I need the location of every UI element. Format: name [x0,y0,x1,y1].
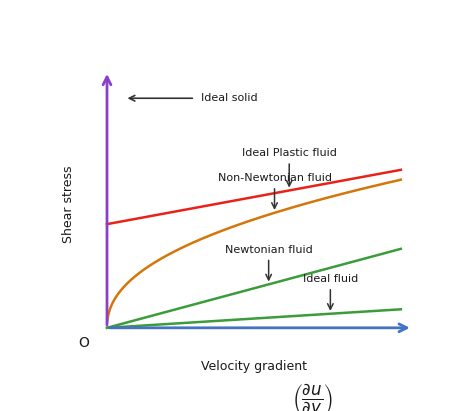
Text: Ideal fluid: Ideal fluid [303,274,358,309]
Text: Velocity gradient: Velocity gradient [201,360,307,373]
Text: Shear stress: Shear stress [62,166,75,243]
Text: Newtonian fluid: Newtonian fluid [225,245,312,280]
Text: $\left(\dfrac{\partial u}{\partial y}\right)$: $\left(\dfrac{\partial u}{\partial y}\ri… [292,382,333,411]
Text: Ideal Plastic fluid: Ideal Plastic fluid [242,148,337,186]
Text: O: O [78,336,89,350]
Text: Non-Newtonian fluid: Non-Newtonian fluid [218,173,331,208]
Text: Ideal solid: Ideal solid [201,93,258,103]
